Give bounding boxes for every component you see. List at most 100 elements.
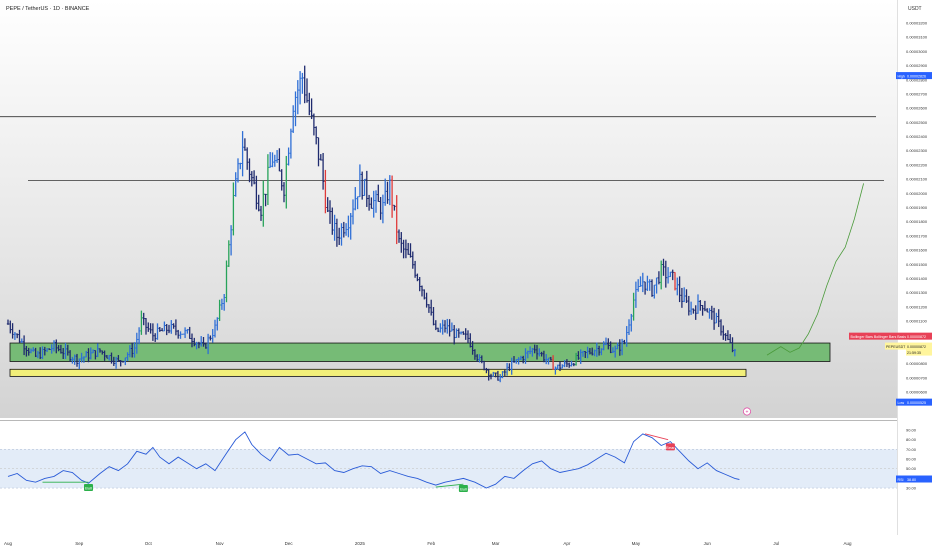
candle [172, 323, 175, 329]
candle [476, 354, 479, 362]
candle [611, 347, 615, 353]
candle [473, 349, 477, 360]
rsi-value-tag-value: 38.80 [907, 478, 916, 482]
candle [324, 169, 327, 214]
green-demand-zone[interactable] [9, 342, 831, 362]
candle [234, 172, 237, 197]
price-tick-label: 0.00000800 [906, 361, 928, 366]
price-tick-label: 0.00002200 [906, 162, 928, 167]
candle [301, 72, 304, 94]
yellow-support-zone[interactable] [9, 368, 747, 377]
price-unit-label: USDT [908, 6, 922, 12]
reset-zoom-icon[interactable] [743, 407, 751, 416]
signal-bull[interactable]: Bull [458, 484, 468, 492]
candle [420, 285, 424, 297]
candle [361, 171, 364, 200]
rsi-tick-label: 90.00 [906, 428, 917, 433]
candle [533, 344, 536, 354]
candle [379, 197, 382, 220]
candle [671, 269, 674, 281]
candle [372, 190, 375, 218]
signal-bull[interactable]: Bull [84, 484, 93, 492]
candle [453, 325, 456, 345]
candle [271, 152, 274, 168]
candle [32, 347, 35, 352]
price-tick-label: 0.00001500 [906, 262, 928, 267]
candle [519, 355, 523, 361]
candle [609, 341, 612, 354]
rsi-value-tag[interactable]: RSI 38.80 [896, 475, 932, 483]
candle [342, 221, 345, 238]
candle [482, 360, 486, 371]
candle [160, 328, 164, 332]
candle [586, 346, 589, 359]
bollinger-basis-tag[interactable]: Bollinger Bars Bollinger Bars Basis 0.000… [849, 332, 932, 340]
candle [584, 351, 587, 358]
candle [542, 350, 546, 363]
candle [574, 352, 578, 366]
candle [13, 331, 17, 340]
candle [326, 197, 329, 213]
candle [570, 360, 573, 367]
candle [441, 319, 444, 335]
low-price-tag[interactable]: Low 0.00000525 [896, 398, 932, 406]
candle [478, 354, 481, 363]
candle [528, 346, 532, 355]
reset-zoom-button[interactable]: + [743, 407, 751, 416]
candle [347, 215, 350, 238]
candle [657, 271, 661, 285]
candle [386, 181, 389, 204]
candle [448, 319, 451, 337]
candle [526, 350, 529, 359]
candle [266, 154, 270, 205]
candle [273, 154, 276, 167]
candle [547, 357, 550, 365]
signal-label: Bull [85, 485, 92, 490]
candle [397, 229, 401, 243]
high-price-tag-label: High [898, 74, 905, 78]
high-price-tag[interactable]: High 0.00002826 [896, 72, 932, 80]
candle [487, 368, 490, 381]
candle [545, 354, 548, 365]
candle [200, 336, 203, 347]
candle [524, 348, 527, 364]
candle [715, 312, 718, 324]
candle [305, 78, 309, 103]
rsi-tick-label: 30.00 [906, 486, 917, 491]
candle [708, 308, 711, 319]
candle [39, 347, 42, 360]
candle [678, 276, 681, 303]
candle [186, 329, 189, 334]
candle [9, 320, 12, 334]
rsi-line [7, 431, 740, 489]
candle [177, 329, 180, 339]
candle [239, 162, 242, 170]
candle [6, 319, 10, 325]
candle [20, 338, 23, 344]
bollinger-basis-tag-value: 0.00000872 [907, 335, 926, 339]
candle [289, 128, 293, 159]
high-price-tag-value: 0.00002826 [907, 74, 926, 78]
symbol-price-tag[interactable]: PEPEUSDT 0.00000872 21:59:35 [885, 342, 932, 356]
candle [388, 175, 391, 206]
candle [278, 148, 281, 172]
signal-bear[interactable]: Bear [665, 443, 675, 451]
time-tick-label: Sep [75, 541, 84, 546]
candle [170, 320, 173, 334]
candle [156, 323, 159, 340]
time-tick-label: Jul [773, 541, 779, 546]
candle [91, 349, 95, 354]
candle [262, 180, 265, 227]
candle [531, 347, 534, 357]
candle [370, 197, 373, 209]
candle [466, 330, 470, 344]
time-tick-label: Mar [492, 541, 500, 546]
candle [427, 304, 431, 313]
candle [436, 327, 440, 333]
rsi-tick-label: 60.00 [906, 457, 917, 462]
candle [515, 358, 518, 364]
candle [712, 307, 716, 330]
candle [464, 328, 467, 340]
candle [48, 348, 51, 350]
